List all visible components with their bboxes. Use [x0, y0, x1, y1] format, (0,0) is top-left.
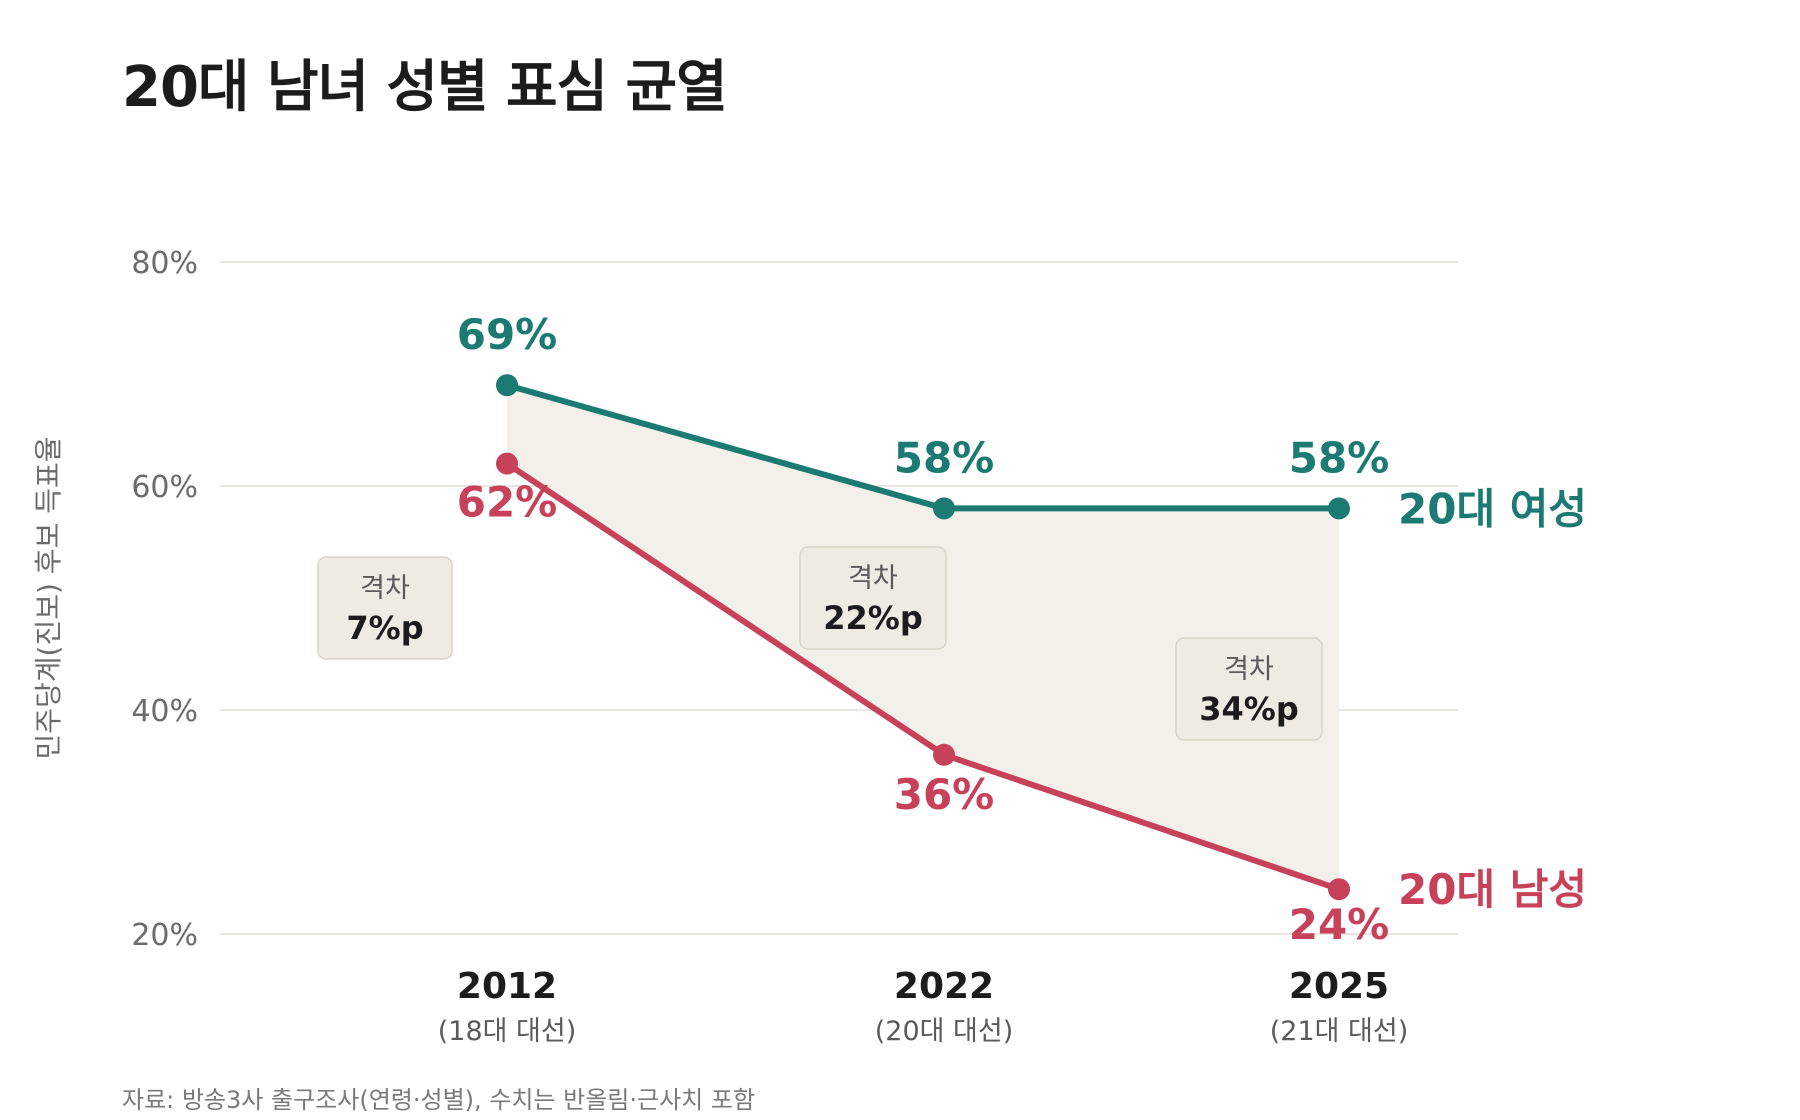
y-axis-label: 민주당계(진보) 후보 득표율 [32, 436, 65, 759]
y-tick-label: 60% [131, 470, 198, 505]
x-tick-sublabel: (20대 대선) [875, 1016, 1014, 1047]
gap-box-value: 22%p [823, 599, 923, 637]
gap-box-value: 34%p [1199, 690, 1299, 728]
male-data-point [1328, 878, 1350, 901]
y-tick-label: 20% [131, 918, 198, 953]
gap-box-label: 격차 [848, 563, 898, 594]
male-series-label: 20대 남성 [1398, 865, 1587, 914]
x-tick-label: 2022 [894, 966, 994, 1007]
female-data-point [1328, 497, 1350, 520]
gap-box [1175, 637, 1323, 741]
female-data-point [496, 374, 518, 397]
female-data-label: 58% [1289, 433, 1390, 482]
y-tick-label: 80% [131, 246, 198, 281]
male-data-label: 62% [457, 478, 558, 527]
female-series-label: 20대 여성 [1398, 484, 1587, 533]
male-data-point [933, 743, 955, 766]
female-data-label: 69% [457, 310, 558, 359]
gap-box-label: 격차 [360, 573, 410, 604]
chart-title: 20대 남녀 성별 표심 균열 [122, 55, 728, 120]
gap-box-label: 격차 [1224, 654, 1274, 685]
male-data-label: 24% [1289, 900, 1390, 949]
gap-box [317, 556, 453, 660]
gap-box [799, 546, 947, 650]
x-tick-sublabel: (21대 대선) [1270, 1016, 1409, 1047]
female-data-point [933, 497, 955, 520]
x-tick-sublabel: (18대 대선) [438, 1016, 577, 1047]
y-tick-label: 40% [131, 694, 198, 729]
source-note: 자료: 방송3사 출구조사(연령·성별), 수치는 반올림·근사치 포함 [122, 1086, 756, 1114]
x-tick-label: 2012 [457, 966, 557, 1007]
gap-box-value: 7%p [346, 609, 423, 647]
male-data-point [496, 452, 518, 475]
x-tick-label: 2025 [1289, 966, 1389, 1007]
female-data-label: 58% [894, 433, 995, 482]
male-data-label: 36% [894, 770, 995, 819]
